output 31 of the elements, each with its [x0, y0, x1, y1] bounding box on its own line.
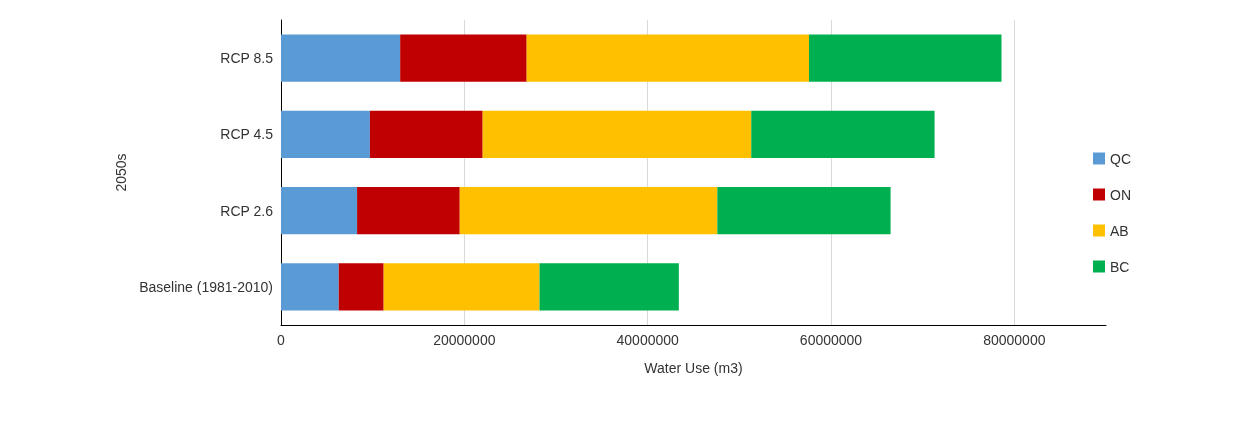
x-tick-label: 40000000 [616, 332, 680, 348]
bar [357, 186, 460, 235]
x-axis-title: Water Use (m3) [644, 360, 743, 376]
bar [526, 34, 809, 82]
x-tick-label: 80000000 [983, 332, 1046, 348]
y-tick-label: RCP 4.5 [220, 126, 274, 143]
x-tick-label: 60000000 [799, 332, 863, 348]
bar [383, 263, 540, 311]
x-tick-label: 20000000 [433, 332, 496, 348]
y-tick-label: RCP 8.5 [220, 50, 274, 67]
bar [338, 263, 384, 311]
bar [281, 263, 339, 311]
bar [751, 110, 935, 159]
y-tick-label: RCP 2.6 [220, 202, 274, 219]
bar [482, 110, 752, 159]
bar [717, 186, 891, 235]
y-axis-title: 2050s [113, 153, 130, 192]
y-tick-label: Baseline (1981-2010) [139, 278, 273, 295]
bar [281, 186, 358, 235]
bar [809, 34, 1002, 82]
bar [281, 110, 370, 159]
legend-label: ON [1110, 186, 1131, 203]
x-tick-label: 0 [277, 332, 286, 348]
bar [369, 110, 483, 159]
bar [400, 34, 527, 82]
legend-label: QC [1110, 150, 1131, 167]
bar [539, 263, 679, 311]
legend-label: BC [1110, 258, 1130, 275]
bar [281, 34, 401, 82]
legend-label: AB [1110, 222, 1129, 239]
bar [459, 186, 718, 235]
